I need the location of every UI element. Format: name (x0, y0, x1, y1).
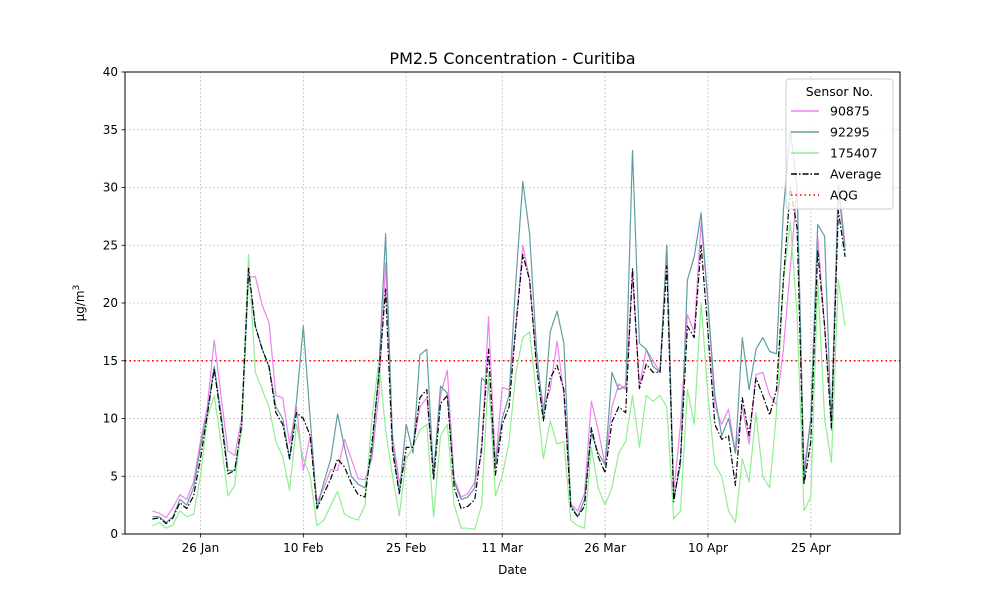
x-tick-label: 11 Mar (481, 541, 523, 555)
legend-label-92295: 92295 (830, 125, 870, 140)
series-line-average (152, 186, 846, 525)
y-axis-ticks: 0 5 10 15 20 25 30 35 40 (103, 65, 125, 541)
y-tick-label: 5 (110, 469, 118, 483)
y-tick-label: 30 (103, 181, 118, 195)
x-axis-ticks: 26 Jan 10 Feb 25 Feb 11 Mar 26 Mar 10 Apr 25 A… (182, 534, 831, 555)
y-tick-label: 35 (103, 123, 118, 137)
y-tick-label: 20 (103, 296, 118, 310)
legend-label-175407: 175407 (830, 146, 878, 161)
series-lines (152, 129, 846, 531)
y-tick-label: 40 (103, 65, 118, 79)
x-tick-label: 26 Mar (584, 541, 626, 555)
x-tick-label: 26 Jan (182, 541, 220, 555)
legend-label-aqg: AQG (830, 188, 858, 203)
y-tick-label: 0 (110, 527, 118, 541)
series-line-90875 (152, 181, 846, 519)
series-line-175407 (152, 221, 846, 531)
legend-label-average: Average (830, 167, 882, 182)
x-tick-label: 25 Feb (386, 541, 426, 555)
y-axis-label-superscript: 3 (72, 285, 82, 291)
x-axis-label: Date (498, 563, 527, 577)
legend-title: Sensor No. (806, 84, 874, 99)
y-axis-label-group: µg/m3 (72, 285, 87, 322)
series-line-92295 (152, 129, 846, 524)
x-tick-label: 10 Feb (283, 541, 323, 555)
y-tick-label: 25 (103, 238, 118, 252)
chart-title: PM2.5 Concentration - Curitiba (389, 49, 635, 68)
x-tick-label: 25 Apr (791, 541, 831, 555)
legend-label-90875: 90875 (830, 104, 870, 119)
x-tick-label: 10 Apr (688, 541, 728, 555)
y-tick-label: 10 (103, 412, 118, 426)
y-axis-label: µg/m (73, 290, 87, 321)
legend: Sensor No. 90875 92295 175407 Average AQG (785, 78, 894, 210)
y-tick-label: 15 (103, 354, 118, 368)
